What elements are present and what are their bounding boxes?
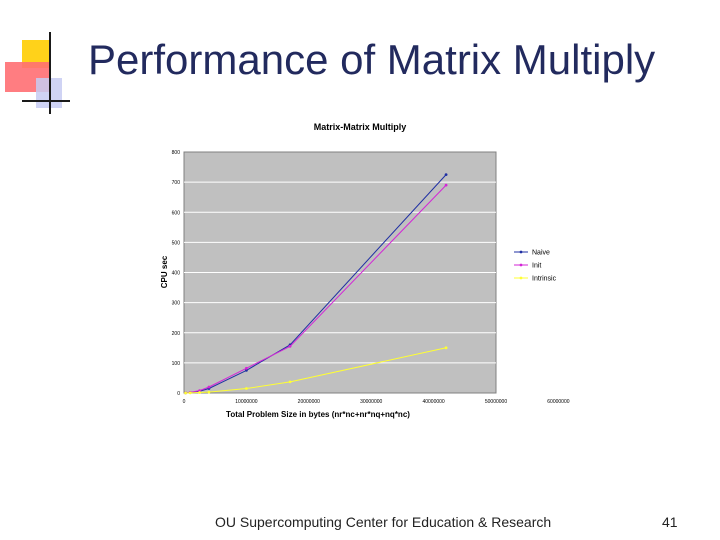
y-tick-label: 700 [172,180,181,186]
y-tick-labels: 0 100 200 300 400 500 600 700 800 [172,150,181,397]
legend-label: Init [532,263,541,270]
data-point-intrinsic [207,390,211,394]
gridlines [184,181,496,364]
series-layer [184,173,448,395]
y-tick-label: 500 [172,240,181,246]
data-point-intrinsic [288,380,292,384]
data-point-init [207,385,211,389]
data-point-intrinsic [188,391,192,395]
footer-text: OU Supercomputing Center for Education &… [215,514,552,530]
decor-horizontal-line [22,100,70,102]
y-tick-label: 400 [172,271,181,277]
data-point-intrinsic [184,391,187,395]
y-tick-label: 0 [177,391,180,397]
data-point-init [198,389,201,392]
x-tick-label: 20000000 [298,399,320,405]
x-tick-label: 50000000 [485,399,507,405]
y-tick-label: 300 [172,301,181,307]
data-point-intrinsic [444,346,448,350]
x-tick-label: 10000000 [235,399,257,405]
legend-label: Intrinsic [532,276,557,283]
page-number: 41 [662,514,678,530]
y-tick-label: 600 [172,210,181,216]
x-tick-label: 60000000 [547,399,569,405]
y-tick-label: 800 [172,150,181,156]
slide-title: Performance of Matrix Multiply [88,36,656,83]
y-axis-label: CPU sec [160,255,169,288]
legend: Naive Init Intrinsic [514,250,557,283]
legend-marker [519,263,523,267]
x-tick-label: 30000000 [360,399,382,405]
decor-vertical-line [49,32,51,114]
data-point-init [245,366,248,370]
legend-marker [519,276,523,280]
data-point-naive [444,173,448,176]
x-axis-label: Total Problem Size in bytes (nr*nc+nr*nq… [226,410,410,419]
data-point-init [288,344,292,348]
x-tick-label: 40000000 [422,399,444,405]
y-tick-label: 200 [172,331,181,337]
y-tick-label: 100 [172,361,181,367]
data-point-init [444,183,448,187]
data-point-intrinsic [198,391,201,394]
data-point-naive [245,369,248,372]
chart-title: Matrix-Matrix Multiply [314,122,407,132]
x-tick-label: 0 [183,399,186,405]
legend-marker [519,250,523,254]
legend-label: Naive [532,250,550,257]
x-tick-labels: 0 10000000 20000000 30000000 40000000 5000000… [183,399,570,405]
matrix-multiply-chart: Matrix-Matrix Multiply 0 100 200 300 400 500 6… [160,122,570,419]
data-point-intrinsic [245,387,248,390]
